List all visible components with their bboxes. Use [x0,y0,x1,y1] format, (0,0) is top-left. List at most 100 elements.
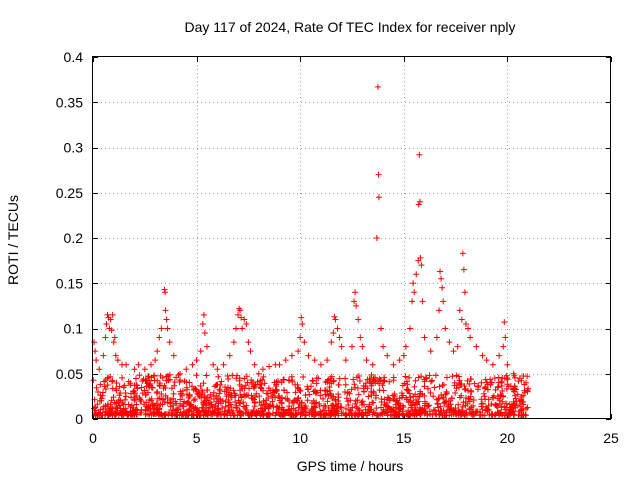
data-point [455,401,462,408]
data-point [104,311,111,318]
data-point [236,375,243,382]
data-point [369,361,376,368]
data-point [448,395,455,402]
data-point [494,384,501,391]
data-point [136,394,143,401]
data-point [369,411,376,418]
data-point [222,410,229,417]
data-point [272,386,279,393]
data-point [162,289,169,296]
data-point [366,376,373,383]
data-point [320,407,327,414]
data-point [500,343,507,350]
data-point [489,412,496,419]
data-point [203,401,210,408]
data-point [504,376,511,383]
data-point [451,382,458,389]
data-point [265,411,272,418]
data-point [165,412,172,419]
data-point [289,378,296,385]
data-point [111,334,118,341]
data-point [376,380,383,387]
data-point [378,325,385,332]
data-point [400,352,407,359]
data-point [101,378,108,385]
data-point [427,378,434,385]
data-point [217,387,224,394]
data-point [351,298,358,305]
data-point [503,412,510,419]
data-point [109,377,116,384]
data-point [335,398,342,405]
data-point [461,386,468,393]
data-point [476,412,483,419]
data-point [141,366,148,373]
data-point [238,314,245,321]
data-point [201,408,208,415]
data-point [467,334,474,341]
data-point [342,357,349,364]
data-point [462,320,469,327]
data-point [173,400,180,407]
data-point [123,361,130,368]
data-point [91,339,98,346]
data-point [512,386,519,393]
data-point [402,373,409,380]
data-point [421,334,428,341]
data-point [154,402,161,409]
data-point [100,406,107,413]
data-point [306,391,313,398]
data-point [426,408,433,415]
data-point [357,334,364,341]
data-point [297,334,304,341]
data-point [95,389,102,396]
data-point [363,357,370,364]
data-point [375,171,382,178]
data-point [193,357,200,364]
data-point [377,411,384,418]
data-point [144,389,151,396]
data-point [498,404,505,411]
data-point [397,406,404,413]
data-point [412,377,419,384]
data-point [173,412,180,419]
data-point [450,348,457,355]
data-point [94,412,101,419]
data-point [443,388,450,395]
data-point [387,411,394,418]
data-point [139,377,146,384]
data-point [482,384,489,391]
data-point [232,325,239,332]
data-point [215,373,222,380]
data-point [377,376,384,383]
data-point [127,408,134,415]
data-point [299,320,306,327]
data-point [427,389,434,396]
data-point [410,399,417,406]
data-point [494,403,501,410]
data-point [518,406,525,413]
data-point [133,401,140,408]
data-point [348,386,355,393]
data-point [208,412,215,419]
data-point [154,388,161,395]
data-point [523,405,530,412]
data-point [425,403,432,410]
data-point [523,379,530,386]
data-point [359,412,366,419]
data-point [380,378,387,385]
data-point [259,405,266,412]
data-point [494,409,501,416]
data-point [154,406,161,413]
data-point [278,399,285,406]
data-point [446,412,453,419]
data-point [302,405,309,412]
data-point [107,373,114,380]
data-point [225,402,232,409]
data-point [163,377,170,384]
data-point [515,412,522,419]
data-point [234,412,241,419]
data-point [286,397,292,404]
data-point [153,409,160,416]
data-point [200,405,207,412]
